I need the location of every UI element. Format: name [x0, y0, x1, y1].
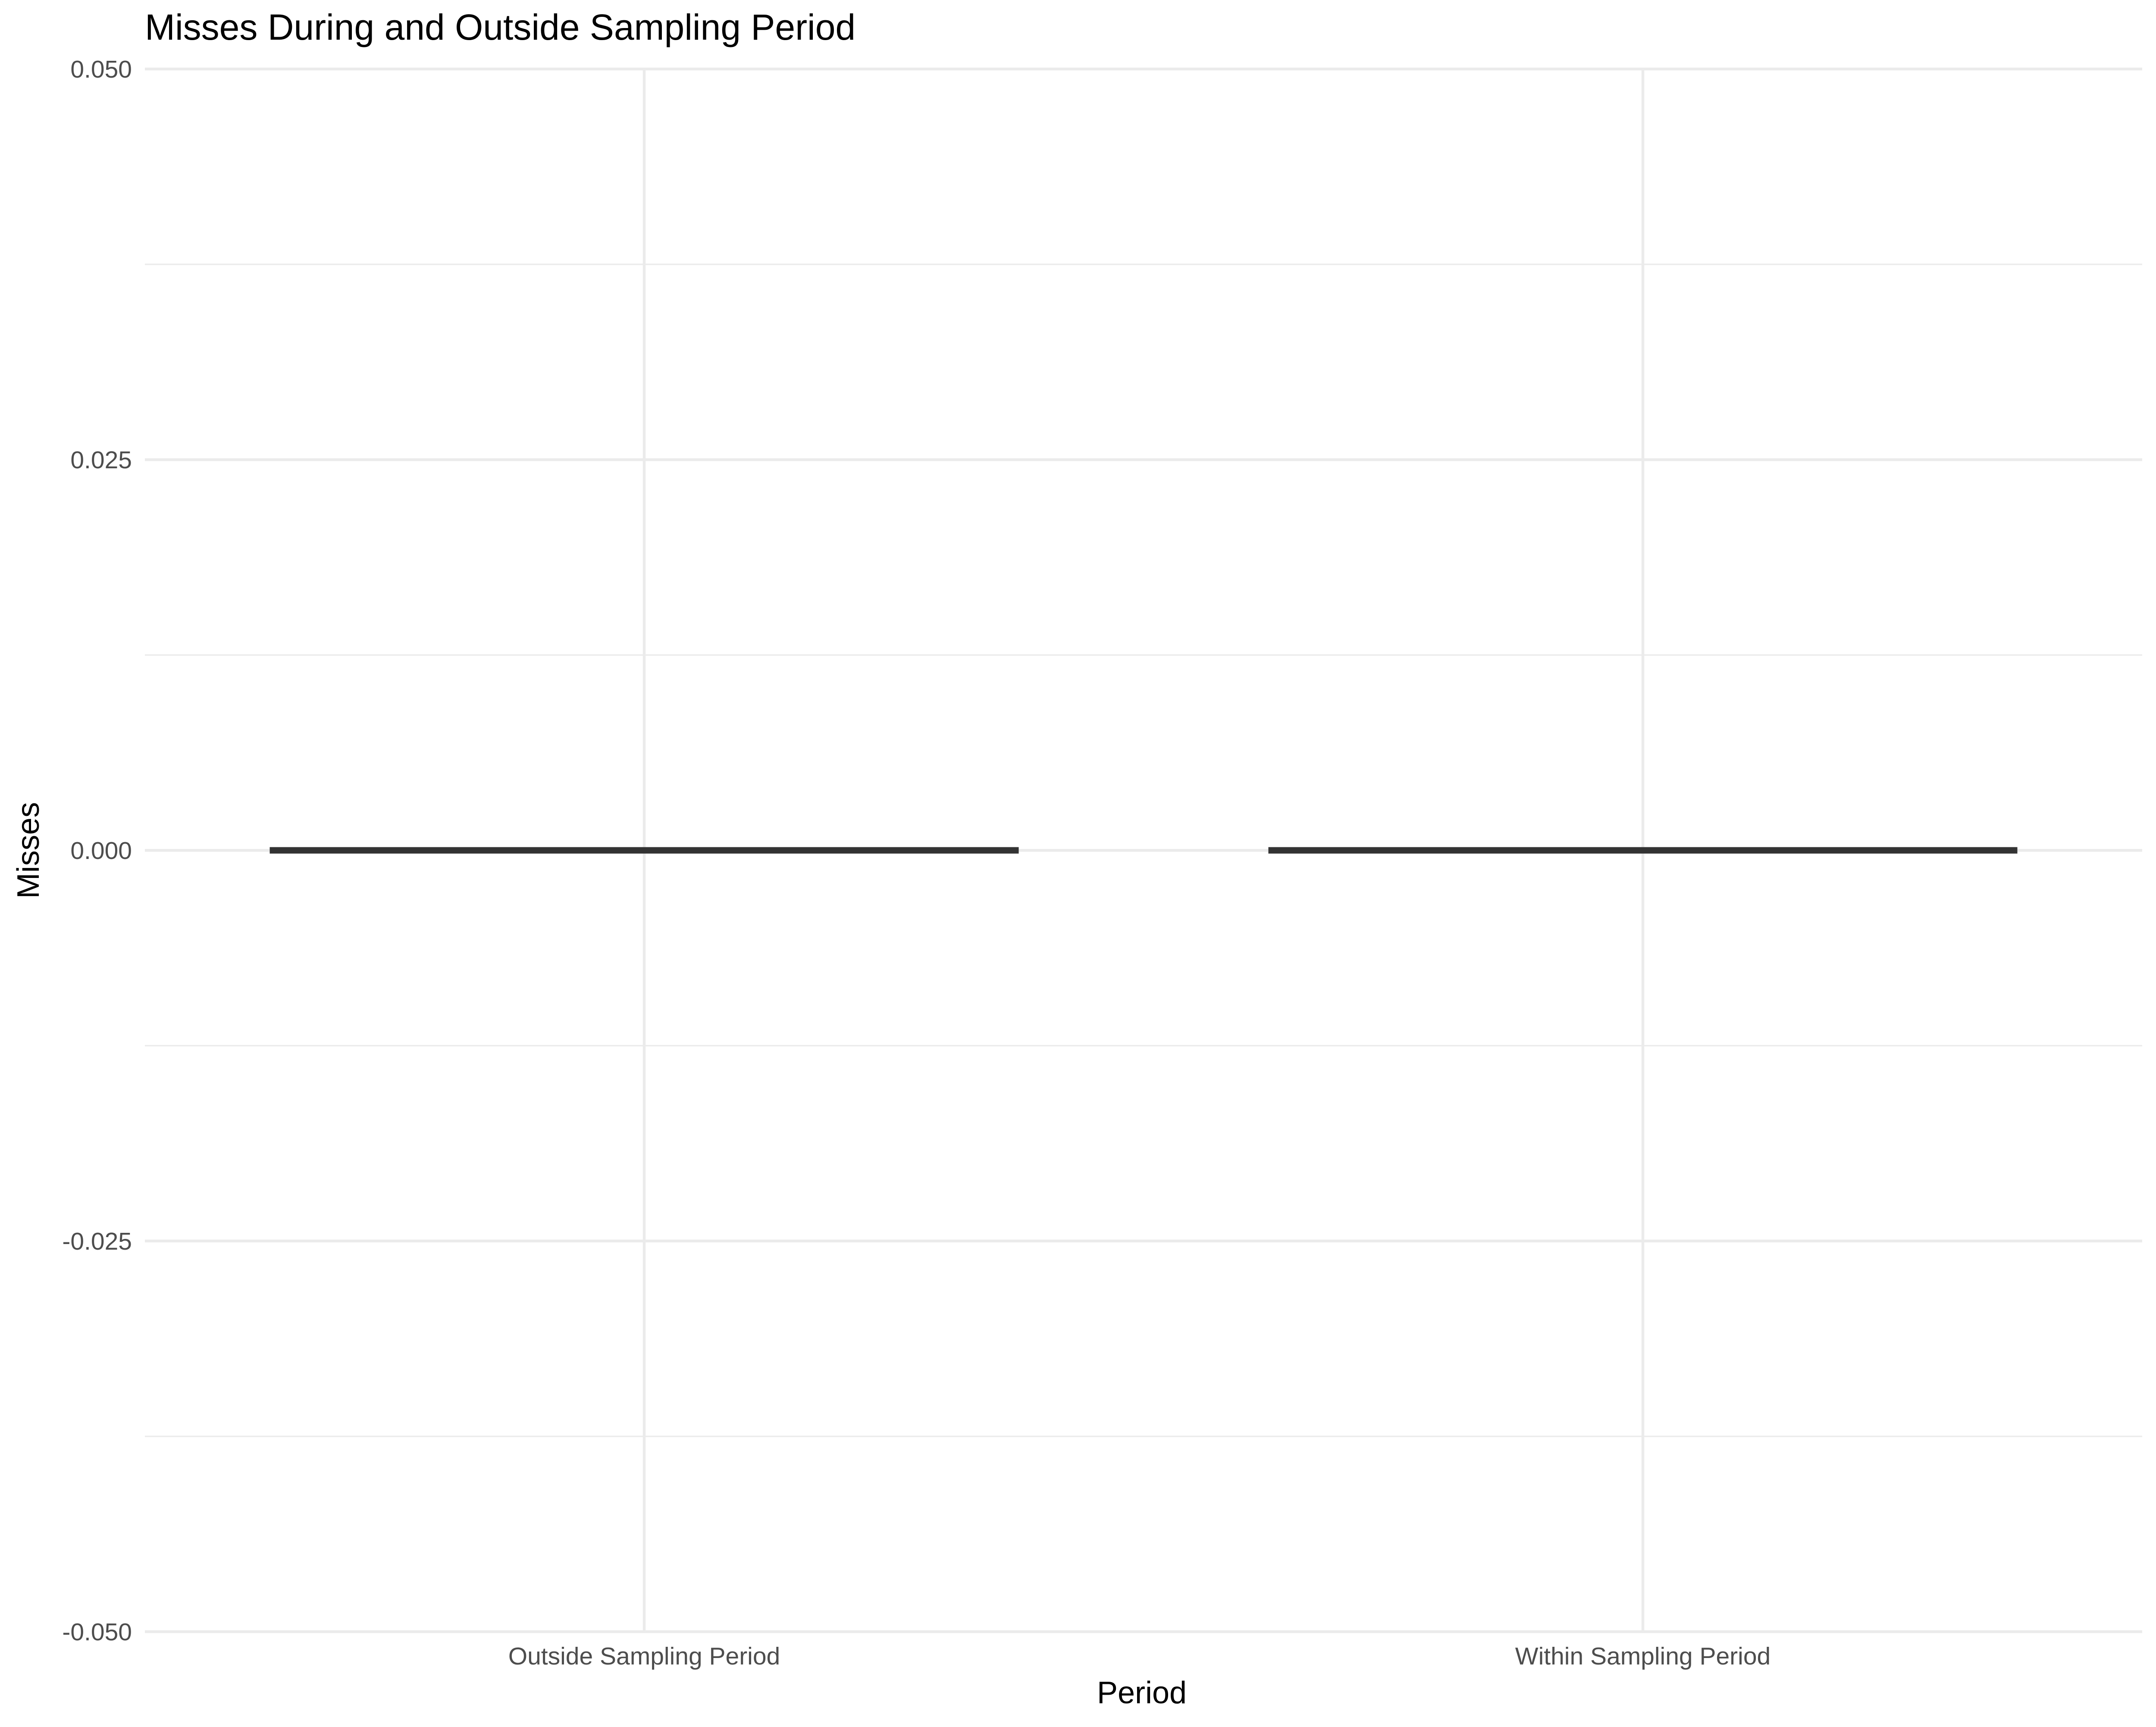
y-axis-title: Misses: [11, 802, 46, 899]
x-tick-label: Outside Sampling Period: [508, 1642, 780, 1670]
y-tick-label: 0.000: [70, 837, 132, 865]
y-axis-ticks: -0.050 -0.025 0.000 0.025 0.050: [62, 56, 132, 1646]
x-axis-title: Period: [1097, 1676, 1187, 1710]
y-tick-label: -0.050: [62, 1618, 132, 1646]
y-tick-label: -0.025: [62, 1228, 132, 1255]
y-tick-label: 0.025: [70, 446, 132, 474]
x-axis-ticks: Outside Sampling Period Within Sampling P…: [508, 1642, 1771, 1670]
chart-title: Misses During and Outside Sampling Perio…: [145, 7, 856, 47]
y-tick-label: 0.050: [70, 56, 132, 83]
x-tick-label: Within Sampling Period: [1515, 1642, 1771, 1670]
